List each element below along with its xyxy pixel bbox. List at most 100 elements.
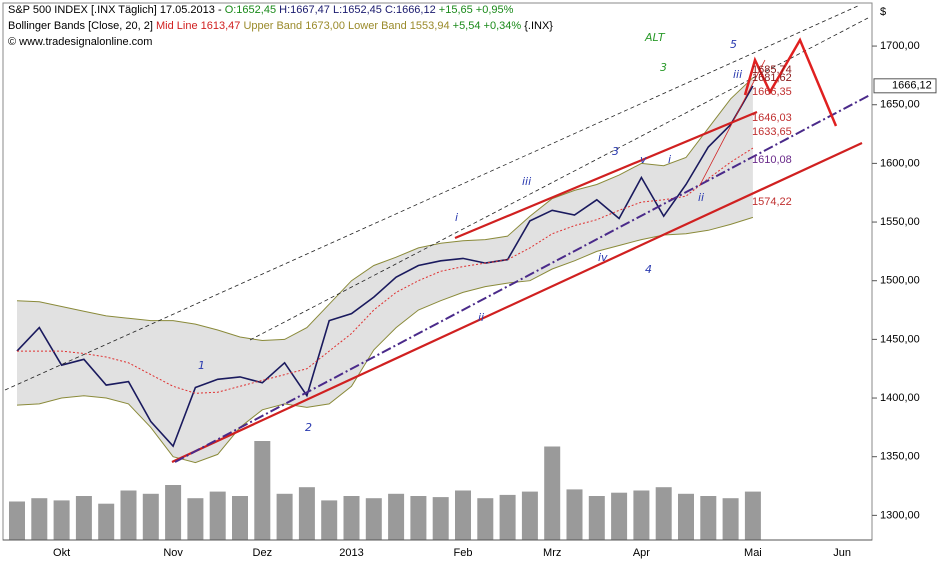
- indicator-line: Bollinger Bands [Close, 20, 2] Mid Line …: [8, 20, 553, 32]
- volume-bar: [120, 490, 137, 540]
- volume-bar: [521, 491, 538, 540]
- y-tick-label: 1300,00: [880, 509, 920, 521]
- y-tick-label: 1650,00: [880, 99, 920, 111]
- level-label: 1610,08: [752, 154, 792, 166]
- trendline: [454, 110, 758, 240]
- y-tick-label: 1450,00: [880, 333, 920, 345]
- volume-bar: [744, 491, 761, 540]
- level-label: 1666,35: [752, 86, 792, 98]
- volume-bar: [365, 498, 382, 540]
- high: H:1667,47: [279, 4, 330, 16]
- price-label: 1666,12: [892, 80, 932, 92]
- trendline: [4, 4, 861, 391]
- upper-band: Upper Band 1673,00: [243, 20, 345, 32]
- header-line: S&P 500 INDEX [.INX Täglich] 17.05.2013 …: [8, 4, 514, 16]
- handwritten-label: 2: [305, 421, 312, 434]
- volume-bar: [700, 496, 717, 540]
- y-tick-label: 1350,00: [880, 451, 920, 463]
- x-tick-label: Mrz: [543, 547, 561, 559]
- handwritten-label: 3: [612, 145, 619, 158]
- x-tick-label: Jun: [833, 547, 851, 559]
- volume-bar: [499, 494, 516, 540]
- band-fill: [17, 77, 753, 463]
- low: L:1652,45: [333, 4, 382, 16]
- volume-bar: [9, 501, 25, 540]
- volume-bar: [566, 489, 583, 540]
- close: C:1666,12: [385, 4, 436, 16]
- handwritten-label: ii: [698, 191, 704, 204]
- price-marker: [873, 78, 937, 94]
- volume-bar: [232, 496, 248, 540]
- x-tick-label: 2013: [339, 547, 363, 559]
- volume-bar: [633, 490, 650, 540]
- layers: [9, 77, 761, 540]
- close-line: [16, 85, 754, 448]
- change: +15,65 +0,95%: [439, 4, 514, 16]
- level-label: 1633,65: [752, 126, 792, 138]
- handwritten-label: 1: [198, 359, 205, 372]
- band-line: [16, 216, 754, 464]
- handwritten-label: iv: [598, 251, 608, 264]
- mid-line: Mid Line 1613,47: [156, 20, 240, 32]
- volume-bar: [388, 493, 405, 540]
- x-tick-label: Dez: [253, 547, 273, 559]
- handwritten-label: iii: [522, 175, 531, 188]
- level-label: 1574,22: [752, 196, 792, 208]
- handwritten-label: iii: [733, 68, 742, 81]
- volume-bar: [209, 491, 226, 540]
- band-line: [16, 77, 754, 342]
- volume-bar: [298, 487, 315, 540]
- level-label: 1685,74: [752, 64, 792, 76]
- trendline: [171, 142, 863, 463]
- currency: $: [880, 6, 886, 18]
- y-tick-label: 1400,00: [880, 392, 920, 404]
- volume-bar: [611, 492, 628, 540]
- x-tick-label: Okt: [53, 547, 70, 559]
- volume-bar: [432, 497, 449, 540]
- open: O:1652,45: [225, 4, 276, 16]
- volume-bar: [544, 446, 561, 540]
- volume-bar: [588, 496, 605, 540]
- handwritten-label: 3: [660, 61, 667, 74]
- x-tick-label: Feb: [454, 547, 473, 559]
- trendline: [174, 94, 871, 463]
- volume-bar: [410, 496, 427, 540]
- y-tick-label: 1600,00: [880, 157, 920, 169]
- volume-bar: [142, 493, 159, 540]
- volume-bar: [187, 498, 204, 540]
- volume-bar: [53, 500, 70, 540]
- handwritten-label: 4: [645, 263, 652, 276]
- level-label: 1646,03: [752, 112, 792, 124]
- x-tick-label: Nov: [163, 547, 183, 559]
- copyright: © www.tradesignalonline.com: [8, 36, 152, 48]
- volume-bar: [31, 498, 48, 540]
- symbol: S&P 500 INDEX [.INX Täglich]: [8, 4, 157, 16]
- volume-bar: [254, 441, 271, 540]
- volume-bar: [343, 496, 360, 540]
- volume-bar: [722, 498, 739, 540]
- volume-bar: [165, 485, 182, 540]
- ind-change: +5,54 +0,34%: [453, 20, 522, 32]
- y-tick-label: 1700,00: [880, 40, 920, 52]
- volume-bar: [477, 498, 494, 540]
- trendline: [699, 59, 766, 186]
- ind-symbol: {.INX}: [524, 20, 553, 32]
- indicator: Bollinger Bands [Close, 20, 2]: [8, 20, 153, 32]
- handwritten-label: i: [455, 211, 458, 224]
- volume-bar: [321, 500, 338, 540]
- volume-bar: [655, 487, 672, 540]
- x-tick-label: Apr: [633, 547, 650, 559]
- handwritten-label: ALT: [644, 31, 666, 44]
- y-tick-label: 1500,00: [880, 275, 920, 287]
- handwritten-label: i: [668, 153, 671, 166]
- handwritten-label: 5: [730, 38, 737, 51]
- level-label: 1681,62: [752, 72, 792, 84]
- date: 17.05.2013 -: [160, 4, 222, 16]
- y-tick-label: 1550,00: [880, 216, 920, 228]
- volume-bar: [75, 496, 92, 540]
- band-line: [17, 147, 754, 394]
- trendlines: [4, 4, 871, 463]
- lower-band: Lower Band 1553,94: [348, 20, 450, 32]
- handwritten-label: ii: [478, 311, 484, 324]
